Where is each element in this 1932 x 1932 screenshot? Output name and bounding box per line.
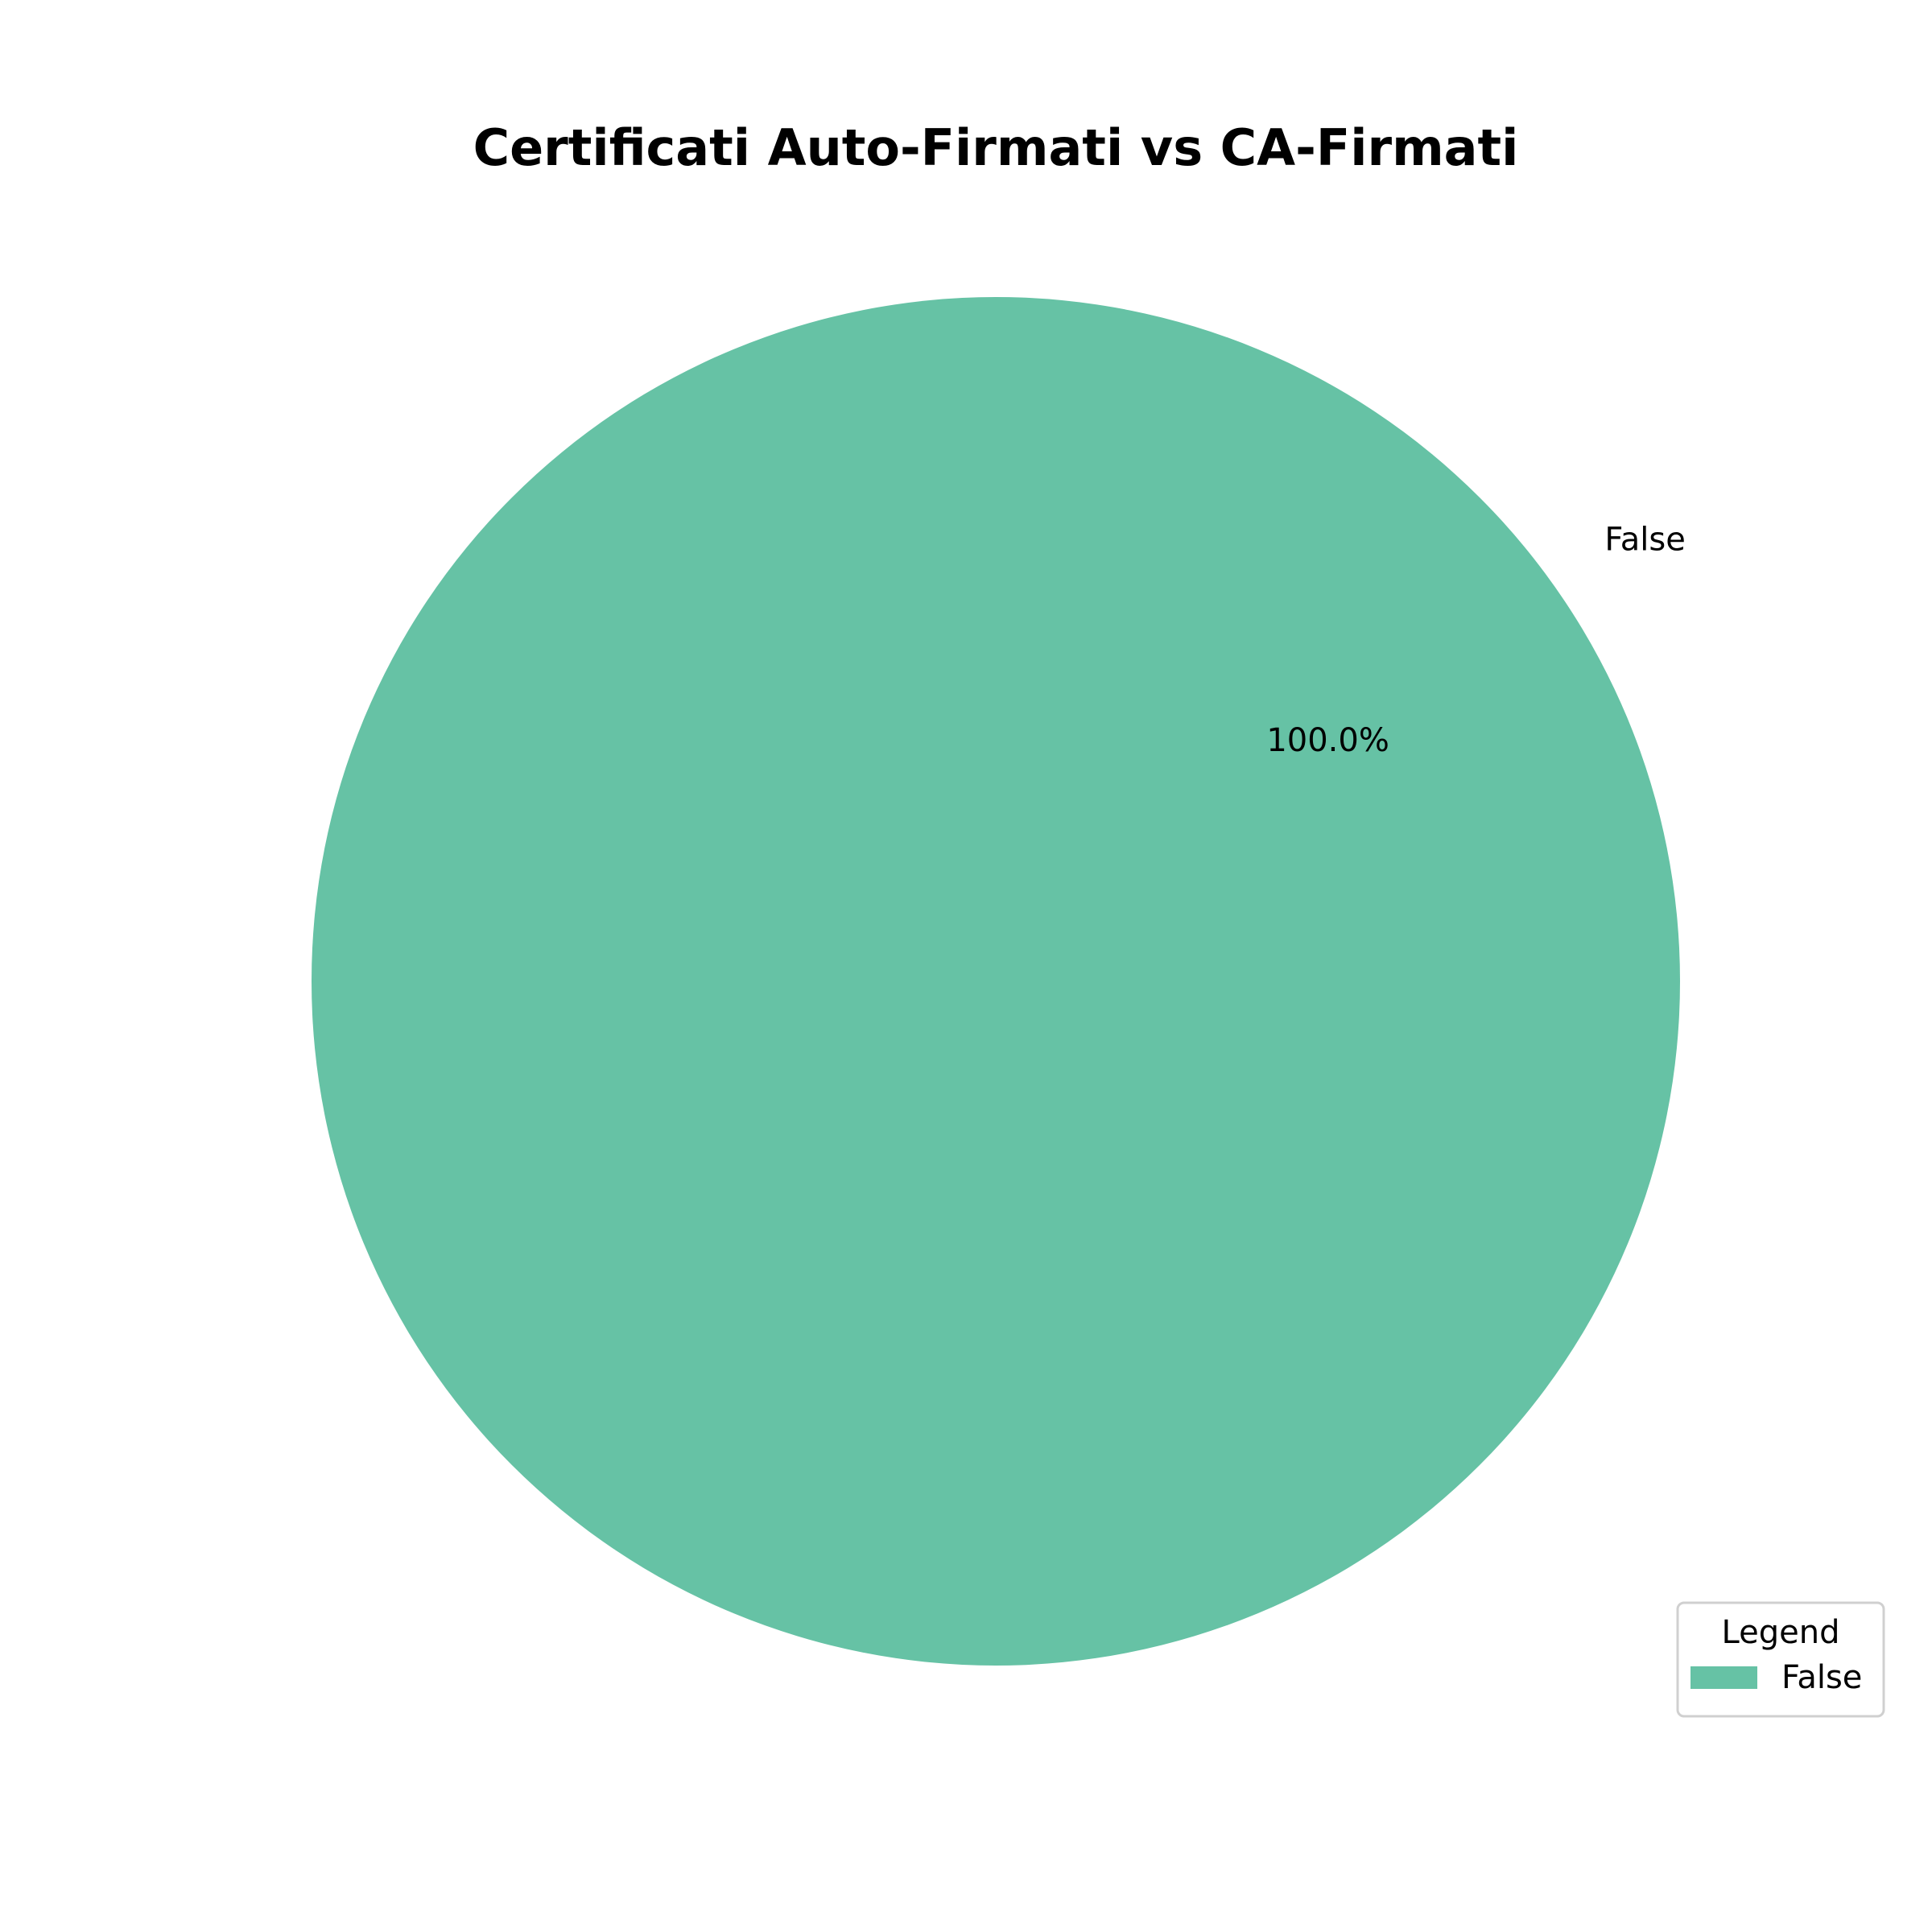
pie-slice-percent: 100.0% — [1266, 722, 1389, 759]
pie-slice-false — [312, 297, 1680, 1666]
legend-title: Legend — [1722, 1614, 1840, 1651]
chart-title: Certificati Auto-Firmati vs CA-Firmati — [473, 118, 1519, 177]
pie-slice-label: False — [1604, 521, 1685, 558]
legend: Legend False — [1676, 1601, 1885, 1718]
legend-entries: False — [1690, 1659, 1862, 1696]
legend-label: False — [1781, 1659, 1862, 1696]
pie-slice-labels: 100.0% False — [1266, 521, 1686, 759]
legend-swatch — [1690, 1666, 1757, 1689]
pie-slices — [312, 297, 1680, 1666]
